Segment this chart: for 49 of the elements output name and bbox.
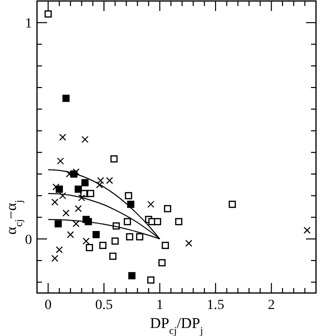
point: [136, 233, 144, 240]
point: [92, 231, 100, 238]
point: [124, 192, 132, 200]
point: [164, 205, 172, 212]
point: [185, 240, 192, 247]
point: [82, 238, 90, 245]
point: [51, 198, 58, 206]
point: [74, 205, 82, 212]
point: [124, 218, 131, 226]
point: [59, 192, 66, 200]
x-tick-label: 0: [44, 298, 52, 313]
point: [304, 226, 311, 234]
point: [51, 254, 58, 262]
point: [127, 200, 134, 208]
point: [81, 136, 88, 143]
point: [158, 259, 166, 266]
x-tick-label: 2: [268, 298, 275, 313]
point: [109, 252, 116, 260]
point: [175, 218, 182, 226]
point: [72, 220, 80, 228]
point: [56, 246, 63, 254]
point: [147, 276, 154, 284]
point: [162, 242, 169, 250]
point: [110, 155, 118, 162]
point: [96, 181, 103, 188]
point: [81, 179, 89, 186]
point: [99, 242, 106, 250]
point: [54, 220, 62, 228]
point: [59, 134, 66, 141]
point: [126, 233, 134, 240]
point: [86, 244, 94, 252]
point: [52, 184, 60, 191]
point: [147, 200, 154, 208]
point: [112, 237, 119, 245]
point: [86, 190, 94, 198]
point: [56, 158, 64, 165]
point: [154, 218, 162, 226]
point: [62, 209, 70, 216]
point: [44, 10, 52, 18]
point: [78, 194, 86, 202]
point: [128, 272, 136, 280]
x-tick-label: 1: [156, 298, 164, 313]
x-tick-label: 1.5: [206, 298, 224, 313]
point: [74, 186, 82, 193]
point: [62, 94, 70, 102]
x-tick-label: 0.5: [95, 298, 113, 313]
x-axis-title: DP$_{cj}$/DP$_{j}$: [150, 316, 204, 336]
point: [66, 231, 74, 238]
point: [228, 200, 236, 208]
